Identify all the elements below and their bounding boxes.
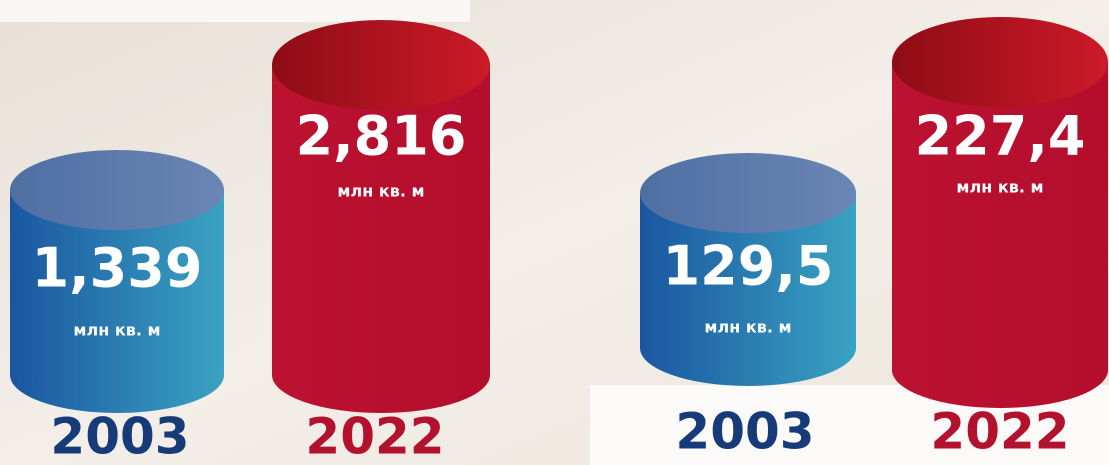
year: 2003	[675, 403, 814, 461]
unit: млн кв. м	[73, 321, 160, 340]
cylinder	[892, 17, 1108, 408]
cylinder	[272, 20, 490, 413]
cylinder	[640, 153, 856, 386]
background-panel	[0, 0, 470, 22]
year: 2003	[50, 408, 189, 465]
year: 2022	[930, 403, 1069, 461]
unit: млн кв. м	[337, 182, 424, 201]
year: 2022	[305, 408, 444, 465]
value: 2,816	[296, 105, 467, 168]
cylinder	[10, 150, 224, 413]
value: 1,339	[32, 237, 203, 300]
value: 129,5	[663, 235, 834, 298]
unit: млн кв. м	[704, 318, 791, 337]
unit: млн кв. м	[956, 178, 1043, 197]
value: 227,4	[915, 105, 1086, 168]
